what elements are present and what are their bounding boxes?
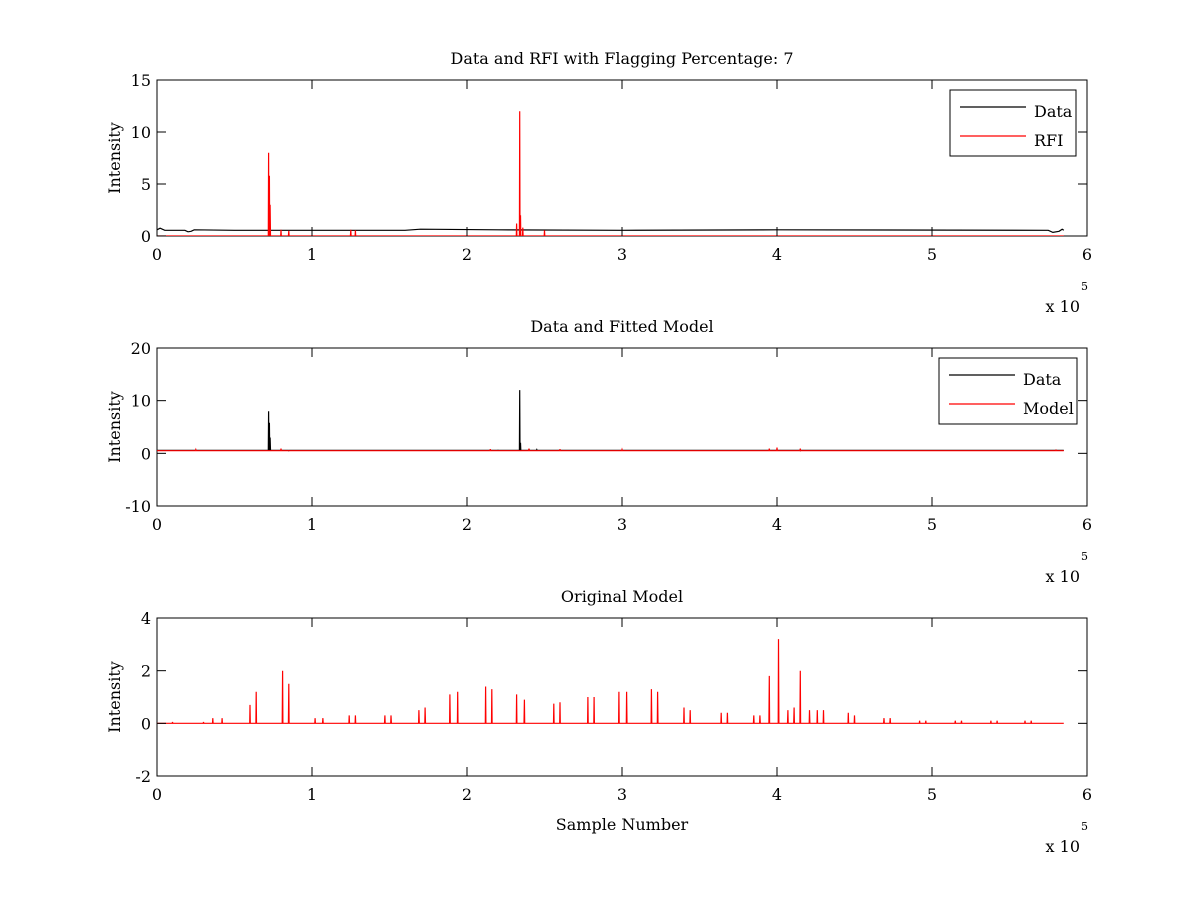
chart-title: Original Model	[561, 587, 683, 606]
y-tick-label: -10	[125, 497, 151, 516]
x-tick-label: 4	[772, 785, 782, 804]
y-tick-label: 10	[131, 392, 151, 411]
x-tick-label: 3	[617, 245, 627, 264]
legend-label-data: Data	[1034, 102, 1073, 121]
legend-label-rfi: RFI	[1034, 131, 1063, 150]
x-tick-label: 5	[927, 785, 937, 804]
x-tick-label: 6	[1082, 515, 1092, 534]
series-group	[157, 639, 1064, 724]
legend-box	[938, 357, 1078, 425]
x-axis-label: Sample Number	[556, 815, 689, 834]
y-tick-label: 10	[131, 123, 151, 142]
x-tick-label: 5	[927, 245, 937, 264]
plot-area	[156, 79, 1088, 237]
x-tick-label: 1	[307, 245, 317, 264]
legend-label-model: Model	[1023, 399, 1074, 418]
y-axis-label: Intensity	[105, 122, 124, 194]
x-tick-label: 4	[772, 515, 782, 534]
chart-panel-1: 0 1 2 3 4 5 6 0 5 10 15 Data and RFI with Flagging …	[105, 49, 1092, 316]
series-group	[157, 390, 1064, 452]
x-tick-label: 3	[617, 515, 627, 534]
x-tick-label: 6	[1082, 785, 1092, 804]
x-tick-label: 2	[462, 245, 472, 264]
x-tick-label: 1	[307, 785, 317, 804]
x-tick-label: 0	[152, 785, 162, 804]
x-multiplier: x 10	[1046, 837, 1080, 856]
y-tick-label: 0	[141, 714, 151, 733]
legend: Data RFI	[949, 89, 1077, 157]
x-tick-label: 0	[152, 245, 162, 264]
x-tick-label: 1	[307, 515, 317, 534]
x-tick-label: 4	[772, 245, 782, 264]
legend: Data Model	[938, 357, 1078, 425]
y-tick-label: 0	[141, 444, 151, 463]
legend-label-data: Data	[1023, 370, 1062, 389]
x-multiplier-exponent: 5	[1081, 820, 1088, 833]
y-axis-label: Intensity	[105, 391, 124, 463]
series-group	[157, 111, 1065, 236]
y-tick-label: 0	[141, 227, 151, 246]
series-line-data	[157, 227, 1065, 234]
y-tick-label: 4	[141, 609, 151, 628]
legend-box	[949, 89, 1077, 157]
x-multiplier: x 10	[1046, 567, 1080, 586]
chart-title: Data and RFI with Flagging Percentage: 7	[450, 49, 793, 68]
series-line-1	[157, 639, 1064, 724]
y-tick-label: -2	[135, 767, 151, 786]
x-tick-label: 5	[927, 515, 937, 534]
x-tick-label: 3	[617, 785, 627, 804]
y-tick-label: 5	[141, 175, 151, 194]
x-multiplier-exponent: 5	[1081, 280, 1088, 293]
y-tick-label: 15	[131, 71, 151, 90]
y-tick-label: 2	[141, 662, 151, 681]
x-multiplier-exponent: 5	[1081, 550, 1088, 563]
x-multiplier: x 10	[1046, 297, 1080, 316]
series-line-model	[157, 447, 1064, 452]
x-tick-label: 0	[152, 515, 162, 534]
x-tick-label: 2	[462, 785, 472, 804]
x-tick-label: 6	[1082, 245, 1092, 264]
y-axis-label: Intensity	[105, 661, 124, 733]
chart-title: Data and Fitted Model	[530, 317, 713, 336]
x-tick-label: 2	[462, 515, 472, 534]
plot-area	[156, 617, 1088, 777]
plot-area	[156, 347, 1088, 507]
y-tick-label: 20	[131, 339, 151, 358]
